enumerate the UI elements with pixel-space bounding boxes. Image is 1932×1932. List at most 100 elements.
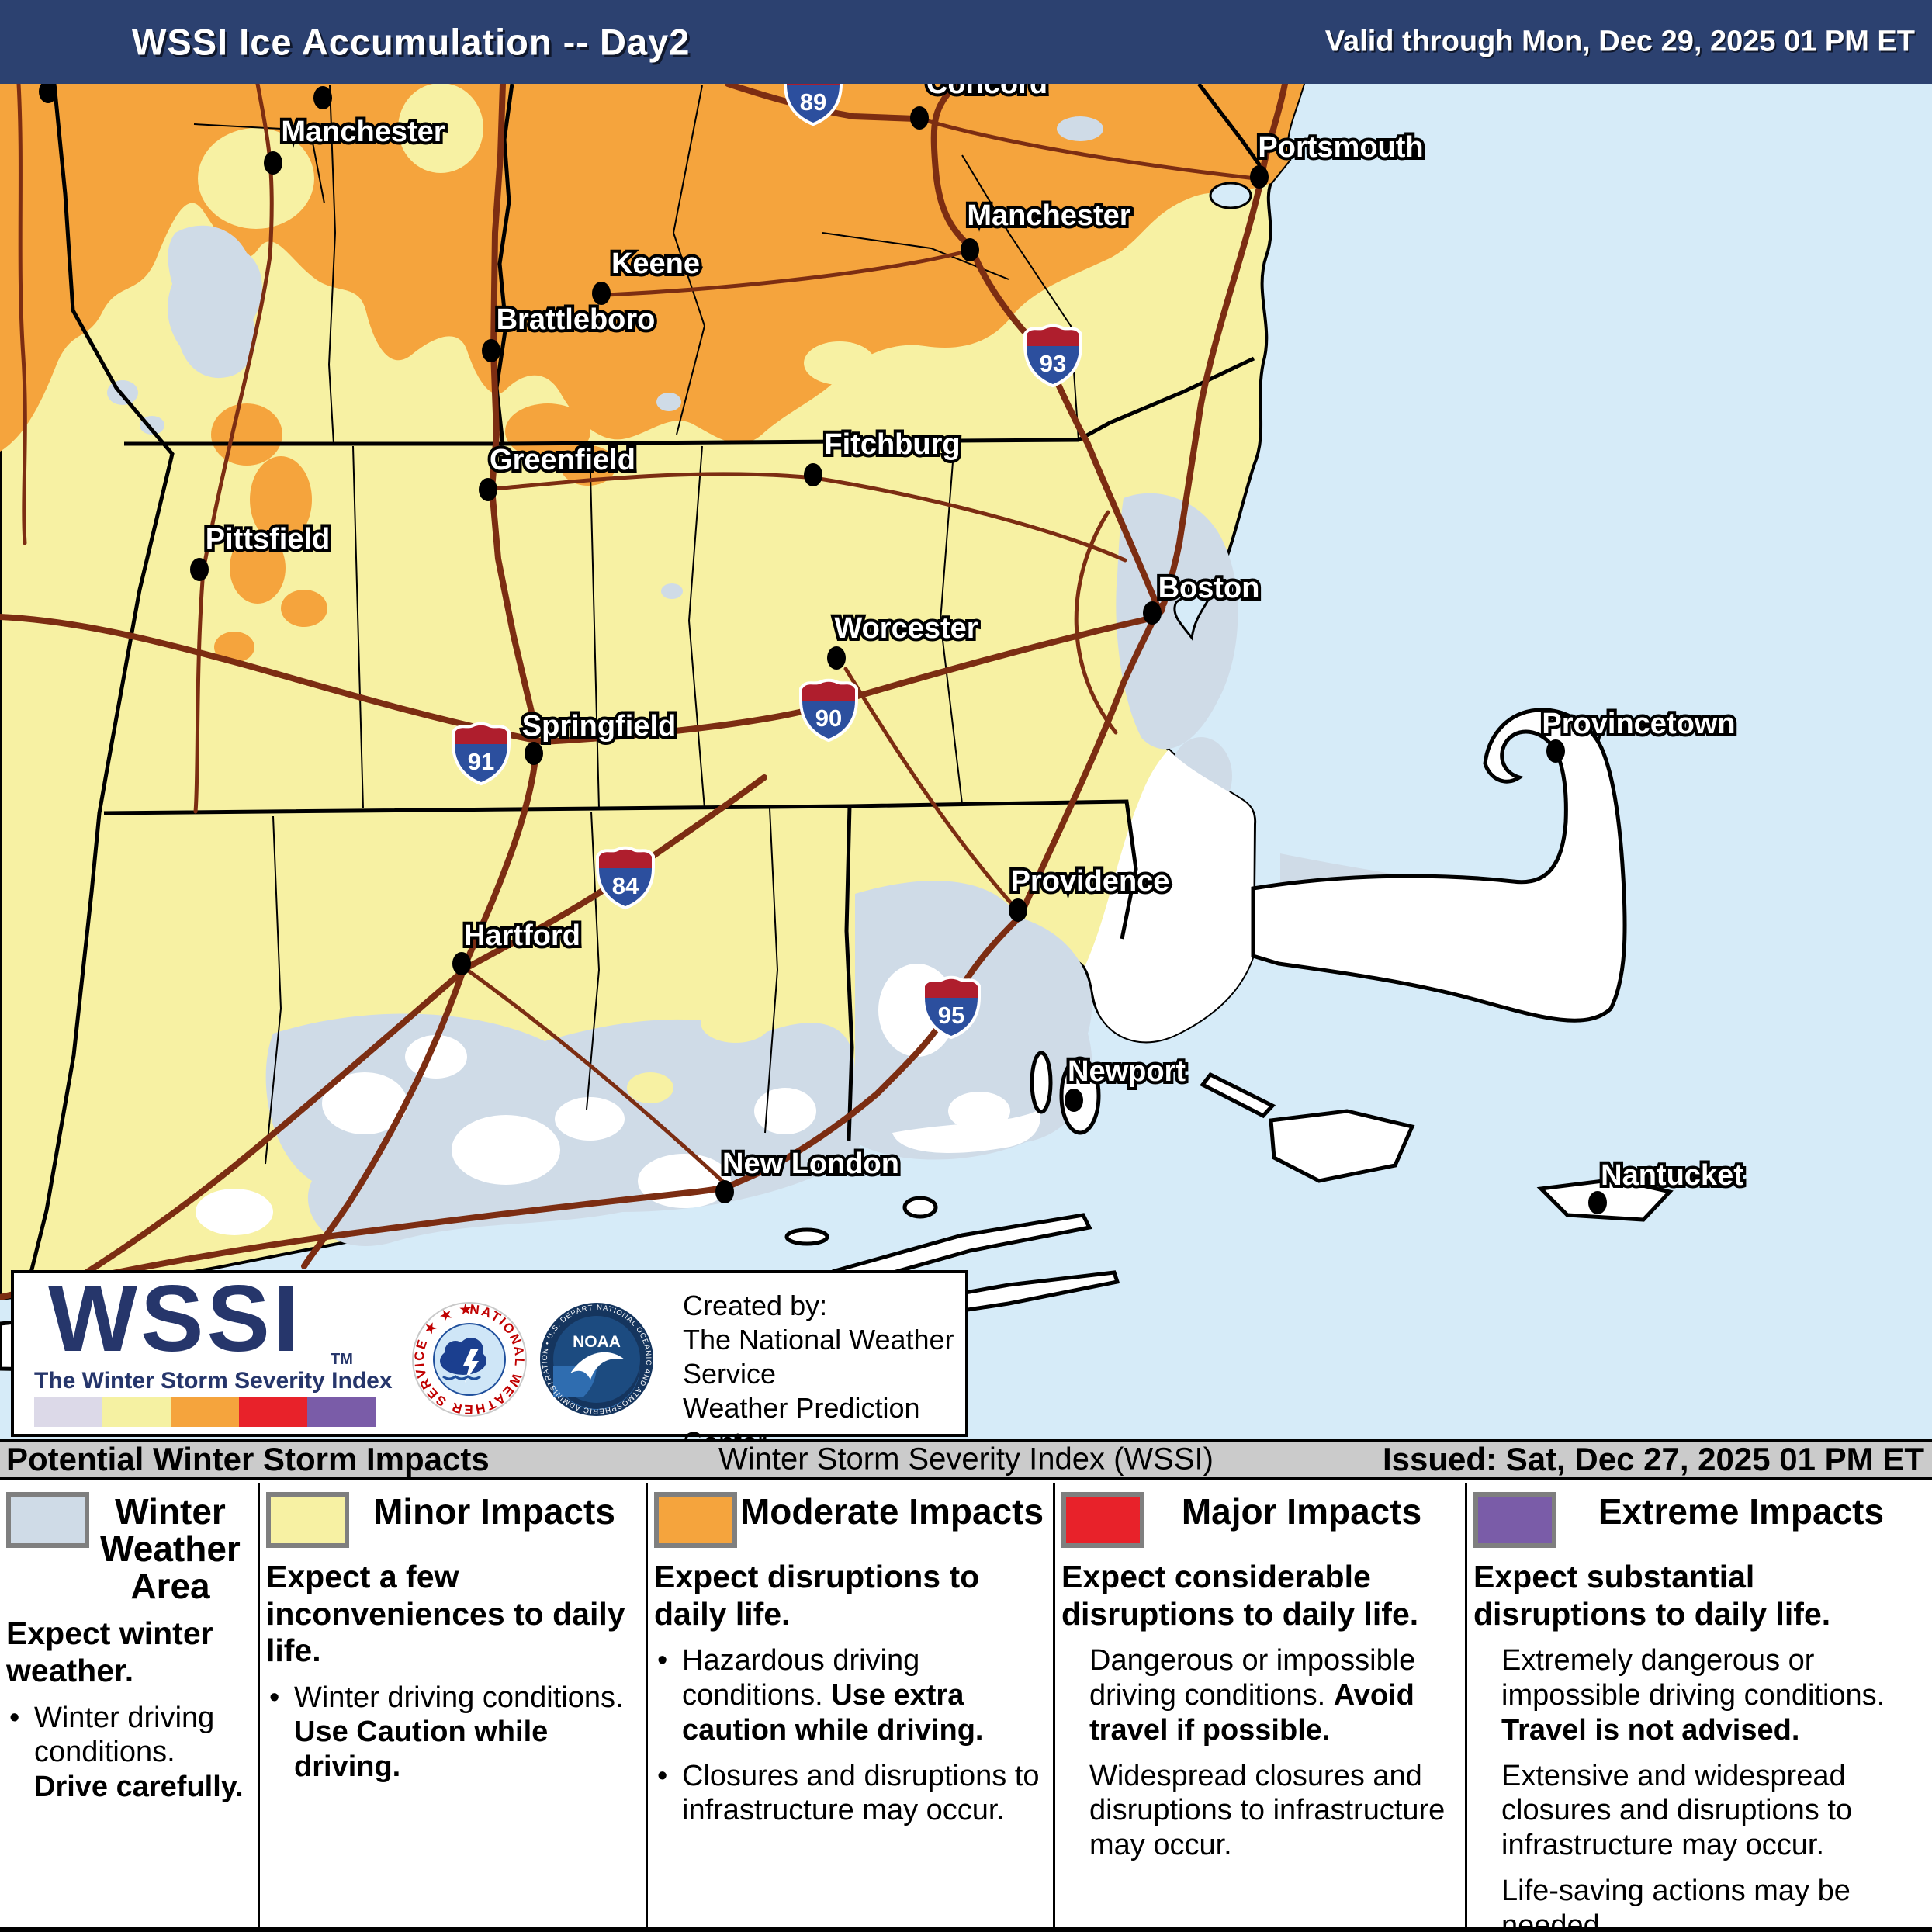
city-nantucket: Nantucket [1588,1156,1747,1214]
svg-text:84: 84 [612,872,639,899]
i95-north-road [1161,84,1288,607]
city-springfield: Springfield [519,707,679,765]
city-portsmouth: Portsmouth [1250,128,1427,189]
city-label: Worcester [834,612,978,645]
cloud-lightning-icon [440,1338,486,1383]
legend-swatch [654,1492,737,1548]
legend-intro-text: Expect disruptions to daily life. [654,1559,980,1632]
wssi-scale-swatch [171,1397,239,1427]
svg-text:89: 89 [800,88,826,116]
legend-title: Potential Winter Storm Impacts [6,1441,490,1477]
minor-holes [198,84,875,385]
map-area: 89 93 90 91 84 95 Manchester Concord Portsmouth… [0,84,1932,1439]
city-label: Fitchburg [824,428,960,461]
ma-south-border [103,799,1138,940]
wssi-wordmark: WSSI [48,1265,303,1371]
interstate-90-shield: 90 [799,678,858,743]
interstate-84-shield: 84 [596,846,655,910]
boston-harbor [1173,592,1213,641]
legend-column-title: Major Impacts [1181,1491,1422,1532]
city-manchester: Manchester [961,196,1134,261]
legend-subtitle: Winter Storm Severity Index (WSSI) [718,1442,1214,1477]
city-label: Brattleboro [497,303,656,336]
minor-islets [627,1002,770,1103]
legend-column-major-impacts: Major Impacts Expect considerable disrupt… [1055,1483,1467,1927]
city-label: Keene [611,248,700,280]
city-dot [39,84,57,103]
city-concord: Concord [910,84,1051,130]
ma-north-border [124,356,1255,446]
legend-column-moderate-impacts: Moderate Impacts Expect disruptions to da… [648,1483,1055,1927]
legend-item-text: Dangerous or impossible driving conditio… [1089,1644,1416,1747]
cape-cod [1251,708,1627,1023]
wssi-scale-swatch [34,1397,102,1427]
legend-swatch [266,1492,349,1548]
moderate-impacts-region [0,84,1304,452]
legend-item-text: Extremely dangerous or impossible drivin… [1501,1644,1885,1747]
legend-swatch [6,1492,89,1548]
city-label: Boston [1158,572,1260,604]
county-borders [193,85,1079,1165]
city-greenfield: Greenfield [479,441,639,501]
legend-intro-text: Expect winter weather. [6,1615,213,1689]
ct-ri-border [844,805,854,1141]
i95-providence-boston [1018,607,1161,917]
city-provincetown: Provincetown [1539,705,1739,763]
legend-swatch [1061,1492,1144,1548]
legend-swatch [1473,1492,1556,1548]
legend-intro-text: Expect a few inconveniences to daily lif… [266,1559,625,1669]
legend-column-extreme-impacts: Extreme Impacts Expect substantial disrup… [1467,1483,1932,1932]
city-keene: Keene [592,244,703,305]
city-boston: Boston [1143,569,1262,625]
city-pittsfield: Pittsfield [190,520,333,581]
nh-me-border [1197,84,1267,174]
legend-item-text: Life-saving actions may be needed. [1501,1875,1851,1932]
noaa-text: NOAA [573,1333,621,1351]
wssi-tm: TM [331,1351,353,1368]
svg-text:90: 90 [815,705,842,732]
interstate-89-shield: 89 [784,84,843,126]
elizabeth-islands [1200,1072,1276,1119]
i90-road [0,602,1166,746]
marthas-vineyard [1269,1109,1415,1183]
legend-item-text: • Closures and disruptions to infrastruct… [657,1759,1040,1827]
legend-column-title: Winter Weather Area [100,1491,241,1606]
fishers-island [784,1227,829,1246]
city-hartford: Hartford [452,916,583,975]
city-markers: Manchester Concord Portsmouth Manchester Kee… [39,84,1747,1214]
legend-column-title: Minor Impacts [373,1491,615,1532]
legend-intro-text: Expect substantial disruptions to daily … [1473,1559,1831,1632]
city-label: Hartford [464,919,580,952]
seagull-icon [570,1352,625,1380]
legend-column-minor-impacts: Minor Impacts Expect a few inconveniences… [260,1483,648,1927]
svg-text:93: 93 [1040,350,1066,377]
city-newport: Newport [1065,1052,1189,1112]
city-label: Provincetown [1542,708,1735,740]
conanicut-island [1030,1051,1053,1114]
legend-item-text: • Winter driving conditions. Use Caution … [269,1681,624,1784]
bays [1173,182,1252,641]
created-by-line: The National Weather Service [683,1323,954,1390]
title-bar: WSSI Ice Accumulation -- Day2 Valid thro… [0,0,1932,84]
i93-road [930,84,1161,610]
city-label: Newport [1068,1055,1186,1088]
city-label: New London [722,1148,899,1180]
city-providence: Providence [1008,862,1172,922]
city-label: Nantucket [1601,1159,1743,1192]
legend-header-bar: Potential Winter Storm Impacts Winter St… [0,1439,1932,1480]
city-label: Concord [926,84,1047,100]
legend-column-winter-weather-area: Winter Weather Area Expect winter weather… [0,1483,260,1927]
valid-through-text: Valid through Mon, Dec 29, 2025 01 PM ET [1324,25,1915,58]
nws-logo-icon: NATIONAL WEATHER SERVICE ★ ★ ★ [412,1302,527,1417]
interstate-93-shield: 93 [1023,324,1082,388]
city-label: Portsmouth [1258,131,1423,164]
great-bay [1209,182,1252,209]
city-brattleboro: Brattleboro [482,300,658,362]
interstate-shields: 89 93 90 91 84 95 [452,84,1082,1040]
legend-column-title: Extreme Impacts [1598,1491,1885,1532]
interstate-91-shield: 91 [452,722,511,786]
legend-item-text: Widespread closures and disruptions to i… [1089,1759,1446,1862]
wssi-logo-box: WSSI TM The Winter Storm Severity Index … [11,1265,968,1458]
block-island [902,1196,938,1219]
